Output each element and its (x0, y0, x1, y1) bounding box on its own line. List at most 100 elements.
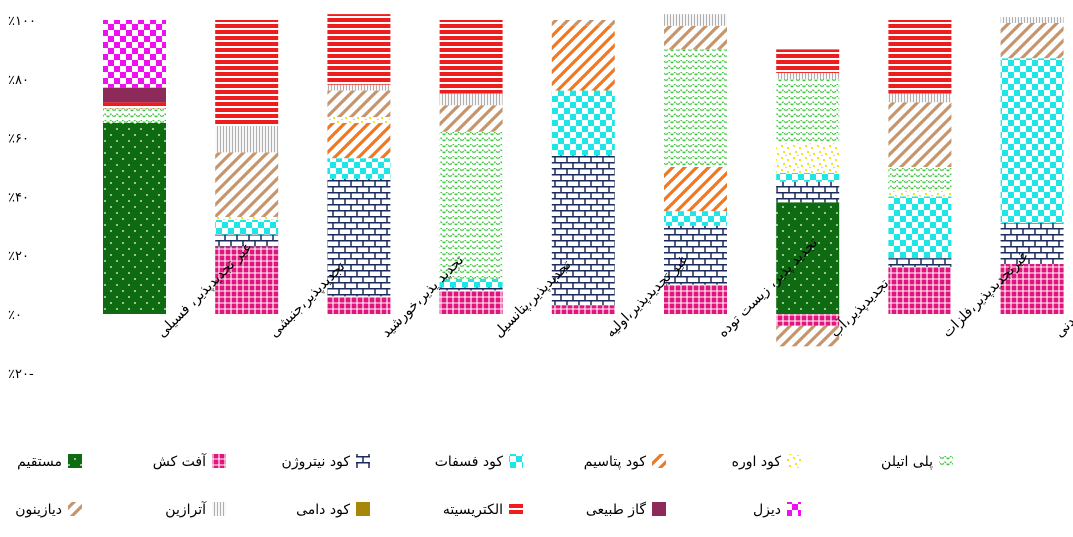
bar-segment (776, 78, 840, 144)
legend-item: پلی اتیلن (881, 454, 953, 470)
bar-segment (888, 258, 952, 267)
bar-column (439, 20, 503, 314)
y-tick-label: ٪۶۰ (8, 132, 29, 147)
legend-item: کود اوره (732, 454, 801, 470)
legend-swatch (68, 454, 82, 468)
legend-item: مستقیم (17, 454, 82, 470)
legend-item: آترازین (165, 501, 226, 518)
bar-segment (327, 158, 391, 179)
bar-segment (551, 155, 615, 306)
bar-segment (888, 20, 952, 94)
legend: مستقیم آفت کش کود نیتروژن کود فسفات کود پتاس… (15, 453, 953, 518)
legend-swatch (212, 454, 226, 468)
legend-label: کود فسفات (435, 454, 504, 470)
bar-segment (776, 143, 840, 173)
bar-segment (215, 234, 279, 247)
bar-segment (664, 284, 727, 314)
bar-segment (327, 122, 391, 159)
bar-column (888, 20, 952, 314)
bar-segment (215, 246, 279, 314)
bar-segment (888, 196, 952, 259)
bar-column (551, 20, 615, 314)
bar-segment (776, 314, 840, 326)
bar-segment (551, 25, 615, 91)
bar-segment (776, 72, 840, 79)
bar-segment (551, 90, 615, 156)
bar-segment (439, 20, 503, 94)
bar-segment (103, 20, 166, 88)
legend-label: گاز طبیعی (586, 501, 646, 518)
bar-segment (439, 105, 503, 132)
legend-label: کود دامی (296, 502, 350, 518)
bar-segment (439, 278, 503, 288)
y-tick-label: ٪۰ (8, 308, 22, 323)
bar-segment (664, 49, 727, 167)
legend-swatch (212, 502, 226, 516)
legend-label: الکتریسیته (443, 502, 503, 518)
bar-column (776, 49, 840, 347)
legend-label: پلی اتیلن (881, 454, 933, 470)
bar-segment (551, 305, 615, 314)
legend-swatch (787, 454, 801, 468)
bar-column (215, 20, 279, 314)
bar-segment (327, 90, 391, 118)
legend-label: دیازینون (15, 502, 62, 518)
bar-segment (1000, 22, 1064, 59)
bar-segment (327, 296, 391, 314)
legend-item: گاز طبیعی (586, 501, 666, 518)
legend-swatch (356, 502, 370, 516)
bar-segment (1000, 58, 1064, 223)
bar-segment (215, 219, 279, 235)
bar-segment (664, 211, 727, 226)
legend-swatch (939, 454, 953, 468)
bar-column (1000, 17, 1064, 314)
y-axis: ٪۲۰- ٪۰ ٪۲۰ ٪۴۰ ٪۶۰ ٪۸۰ ٪۱۰۰ (8, 14, 36, 382)
legend-swatch (509, 454, 523, 468)
legend-swatch (356, 454, 370, 468)
bars-group (103, 14, 1064, 347)
bar-segment (1000, 264, 1064, 314)
bar-segment (215, 216, 279, 220)
legend-item: کود فسفات (435, 454, 523, 470)
bar-column (664, 14, 727, 314)
bar-segment (327, 84, 391, 91)
bar-segment (776, 181, 840, 203)
y-tick-label: ٪۴۰ (8, 190, 29, 205)
bar-segment (776, 325, 840, 347)
legend-label: آترازین (165, 501, 207, 518)
legend-label: کود نیتروژن (282, 454, 351, 470)
bar-segment (888, 190, 952, 197)
legend-item: دیزل (753, 502, 801, 518)
legend-label: مستقیم (17, 454, 62, 470)
bar-segment (103, 87, 166, 103)
bar-segment (888, 93, 952, 103)
bar-column (327, 14, 391, 314)
y-tick-label: ٪۲۰- (8, 367, 34, 382)
bar-segment (215, 20, 279, 126)
bar-segment (103, 108, 166, 123)
bar-segment (439, 93, 503, 106)
bar-segment (664, 14, 727, 26)
y-tick-label: ٪۲۰ (8, 249, 29, 264)
legend-swatch (652, 454, 666, 468)
bar-segment (776, 172, 840, 182)
legend-item: کود نیتروژن (282, 454, 370, 470)
legend-label: کود پتاسیم (584, 454, 647, 470)
legend-swatch (509, 502, 523, 516)
bar-segment (215, 125, 279, 153)
legend-swatch (68, 502, 82, 516)
bar-segment (103, 102, 166, 109)
bar-segment (664, 167, 727, 212)
bar-segment (439, 290, 503, 314)
legend-item: الکتریسیته (443, 502, 523, 518)
bar-segment (551, 20, 615, 26)
legend-item: کود دامی (296, 502, 370, 518)
bar-segment (664, 25, 727, 50)
bar-segment (888, 266, 952, 314)
legend-label: آفت کش (153, 453, 207, 470)
legend-item: آفت کش (153, 453, 226, 470)
legend-label: کود اوره (732, 454, 782, 470)
bar-segment (776, 202, 840, 314)
